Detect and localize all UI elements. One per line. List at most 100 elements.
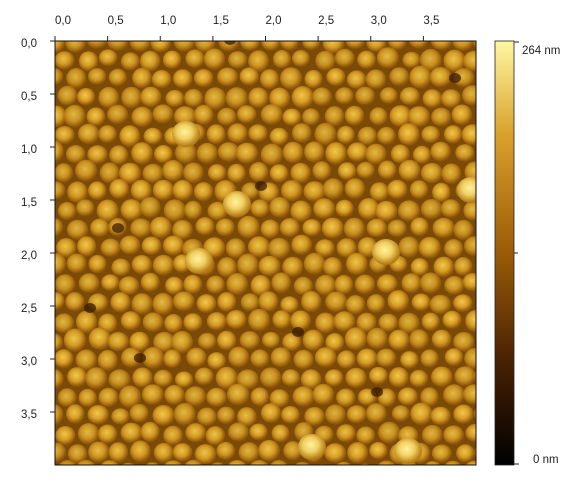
grain <box>193 69 214 88</box>
grain <box>63 104 86 128</box>
grain <box>398 236 420 258</box>
grain <box>409 369 429 388</box>
grain <box>67 367 88 387</box>
grain <box>453 332 475 352</box>
grain <box>379 87 398 104</box>
grain <box>440 199 461 218</box>
grain <box>304 69 323 89</box>
grain <box>55 51 75 70</box>
grain <box>55 253 67 275</box>
grain <box>465 310 476 333</box>
grain <box>217 330 237 351</box>
y-tick-label-1: 0,5 <box>21 91 37 103</box>
grain <box>293 349 314 370</box>
grain <box>443 384 466 406</box>
grain <box>400 13 422 33</box>
grain <box>237 215 260 239</box>
grain <box>184 200 203 220</box>
grain <box>355 86 376 106</box>
grain <box>304 407 325 426</box>
grain <box>432 217 455 239</box>
grain <box>473 370 476 383</box>
grain <box>410 402 433 426</box>
grain <box>463 201 476 221</box>
grain <box>443 425 464 445</box>
grain <box>270 460 288 465</box>
grain <box>258 255 281 277</box>
grain <box>203 48 226 70</box>
bright-grain <box>223 191 251 217</box>
grain <box>269 164 289 183</box>
grain <box>86 107 106 127</box>
grain <box>337 350 356 369</box>
grain <box>357 50 376 69</box>
grain <box>206 124 226 145</box>
grain <box>33 389 53 408</box>
grain <box>87 145 108 164</box>
grain <box>25 444 44 461</box>
grain <box>356 426 376 445</box>
grain <box>55 432 56 439</box>
grain <box>184 88 204 108</box>
grain <box>282 141 304 164</box>
grain <box>96 199 119 223</box>
grain <box>388 367 409 388</box>
grain <box>163 199 186 222</box>
grain <box>75 349 98 371</box>
grain <box>313 198 336 220</box>
grain <box>110 292 131 313</box>
surface-pit <box>84 303 96 313</box>
grain <box>194 444 217 465</box>
grain <box>248 308 271 332</box>
grain <box>183 162 204 184</box>
grain <box>421 125 441 144</box>
grain <box>143 127 163 145</box>
grain <box>476 292 497 312</box>
grain <box>185 49 205 69</box>
surface-pit <box>292 327 304 337</box>
grain <box>260 143 284 166</box>
grain <box>280 296 299 314</box>
grain <box>476 142 497 164</box>
grain <box>120 199 143 221</box>
grain <box>58 460 77 465</box>
grain <box>346 405 367 424</box>
grain <box>150 41 172 53</box>
grain <box>109 145 129 165</box>
grain <box>226 310 247 330</box>
grain <box>119 235 141 255</box>
grain <box>375 200 398 222</box>
grain <box>163 50 182 69</box>
grain <box>453 219 474 241</box>
y-tick-label-6: 3,0 <box>21 356 37 368</box>
grain <box>268 237 291 259</box>
grain <box>282 332 302 352</box>
grain <box>463 50 476 72</box>
grain <box>57 202 77 220</box>
x-axis-top: 0,0 0,5 1,0 1,5 2,0 2,5 3,0 3,5 <box>54 15 439 41</box>
grain <box>476 69 498 90</box>
grain <box>302 41 321 50</box>
y-tick-label-3: 1,5 <box>21 197 37 209</box>
grain <box>227 163 246 183</box>
grain <box>75 310 98 334</box>
grain <box>258 439 280 462</box>
grain <box>336 461 352 465</box>
grain <box>410 258 429 276</box>
grain <box>474 407 476 421</box>
grain <box>206 275 225 294</box>
grain <box>152 292 174 316</box>
grain <box>400 461 418 465</box>
grain <box>269 87 291 109</box>
grain <box>235 142 258 164</box>
grain <box>90 218 110 237</box>
grain <box>173 402 196 426</box>
grain <box>131 106 153 128</box>
surface-pit <box>224 41 236 45</box>
grain <box>23 106 45 128</box>
grain <box>55 369 64 389</box>
grain <box>312 87 332 107</box>
grain <box>217 406 236 425</box>
grain <box>173 41 196 52</box>
grain <box>260 104 283 125</box>
